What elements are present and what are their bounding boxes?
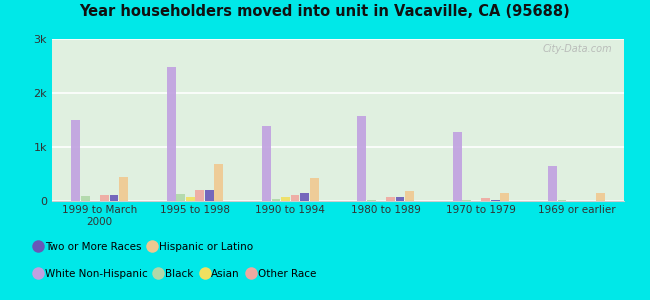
Bar xyxy=(119,177,128,201)
Legend: White Non-Hispanic, Black, Asian, Other Race: White Non-Hispanic, Black, Asian, Other … xyxy=(31,264,320,283)
Bar xyxy=(176,194,185,201)
Bar xyxy=(386,197,395,201)
Bar xyxy=(205,190,214,201)
Bar xyxy=(405,191,414,201)
Bar xyxy=(72,120,80,201)
Bar xyxy=(81,196,90,201)
Bar xyxy=(358,116,366,201)
Bar xyxy=(196,190,204,201)
Bar xyxy=(500,194,509,201)
Bar xyxy=(548,167,557,201)
Bar xyxy=(272,199,280,201)
Bar xyxy=(291,195,300,201)
Bar xyxy=(100,195,109,201)
Bar xyxy=(482,198,490,201)
Bar xyxy=(300,194,309,201)
Bar xyxy=(110,195,118,201)
Bar xyxy=(367,200,376,201)
Bar xyxy=(558,200,566,201)
Bar xyxy=(167,67,176,201)
Bar xyxy=(491,200,500,201)
Legend: Two or More Races, Hispanic or Latino: Two or More Races, Hispanic or Latino xyxy=(31,237,257,256)
Text: City-Data.com: City-Data.com xyxy=(543,44,612,54)
Bar xyxy=(396,197,404,201)
Bar xyxy=(186,197,194,201)
Text: Year householders moved into unit in Vacaville, CA (95688): Year householders moved into unit in Vac… xyxy=(79,4,571,20)
Bar xyxy=(596,193,605,201)
Bar xyxy=(462,200,471,201)
Bar xyxy=(281,197,290,201)
Bar xyxy=(262,127,271,201)
Bar xyxy=(214,164,223,201)
Bar xyxy=(310,178,318,201)
Bar xyxy=(453,132,461,201)
